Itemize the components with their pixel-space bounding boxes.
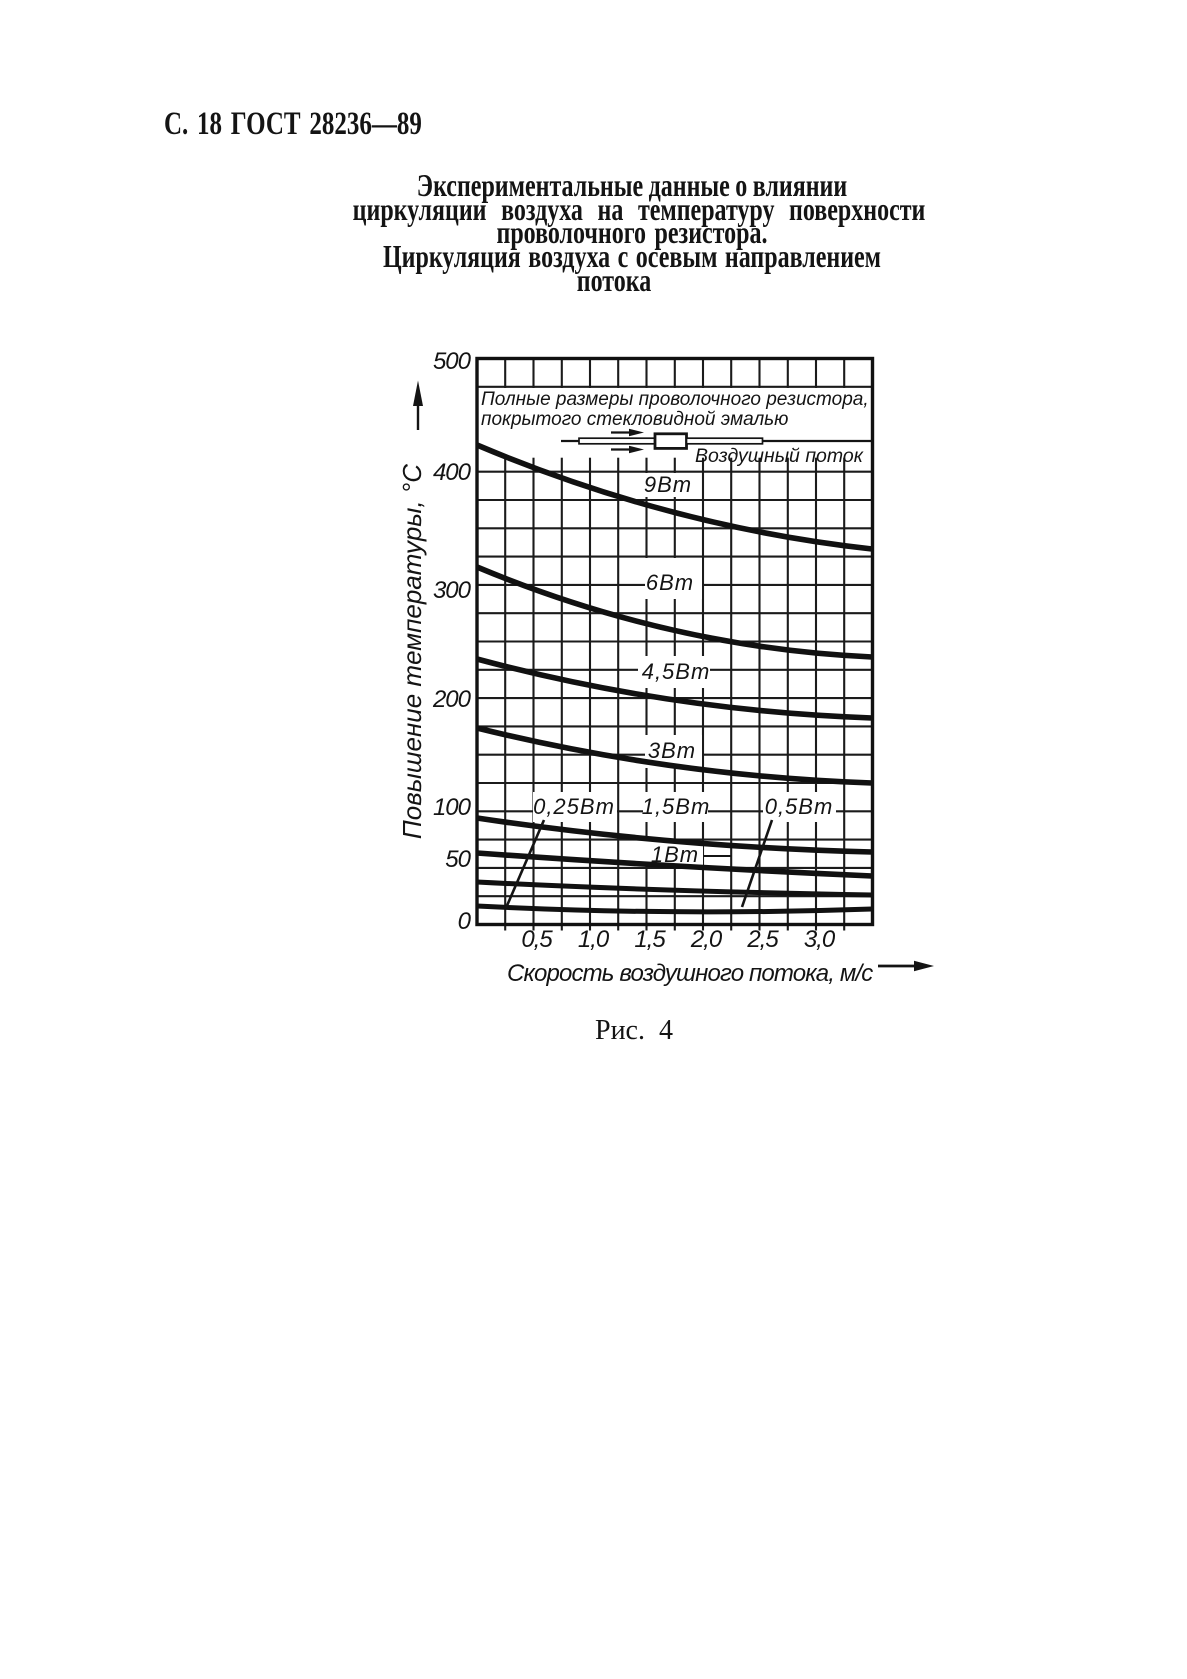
- svg-text:Воздушный поток: Воздушный поток: [695, 445, 864, 467]
- svg-text:500: 500: [433, 348, 472, 375]
- svg-text:4,5Вт: 4,5Вт: [642, 659, 711, 684]
- svg-text:3Вт: 3Вт: [648, 738, 696, 763]
- svg-text:1,0: 1,0: [578, 926, 610, 953]
- svg-text:2,0: 2,0: [690, 926, 723, 953]
- svg-text:Скорость воздушного потока, м/: Скорость воздушного потока, м/с: [507, 960, 873, 987]
- svg-text:1,5: 1,5: [634, 926, 666, 953]
- svg-text:200: 200: [432, 686, 472, 713]
- svg-text:400: 400: [433, 459, 472, 486]
- svg-text:3,0: 3,0: [804, 926, 836, 953]
- svg-text:9Вт: 9Вт: [644, 472, 692, 497]
- svg-text:0,5Вт: 0,5Вт: [765, 794, 834, 819]
- svg-text:Повышение температуры, °С: Повышение температуры, °С: [397, 464, 427, 839]
- svg-text:0: 0: [458, 908, 472, 935]
- svg-text:0,25Вт: 0,25Вт: [533, 794, 615, 819]
- svg-text:1Вт: 1Вт: [651, 842, 699, 867]
- svg-text:0,5: 0,5: [521, 926, 553, 953]
- svg-text:2,5: 2,5: [746, 926, 779, 953]
- svg-text:1,5Вт: 1,5Вт: [642, 794, 711, 819]
- svg-text:Полные размеры проволочного ре: Полные размеры проволочного резистора,: [481, 389, 869, 410]
- svg-text:50: 50: [445, 846, 471, 873]
- svg-text:6Вт: 6Вт: [646, 570, 694, 595]
- svg-text:покрытого стекловидной эмалью: покрытого стекловидной эмалью: [481, 409, 788, 430]
- svg-text:300: 300: [433, 577, 472, 604]
- svg-text:100: 100: [433, 794, 472, 821]
